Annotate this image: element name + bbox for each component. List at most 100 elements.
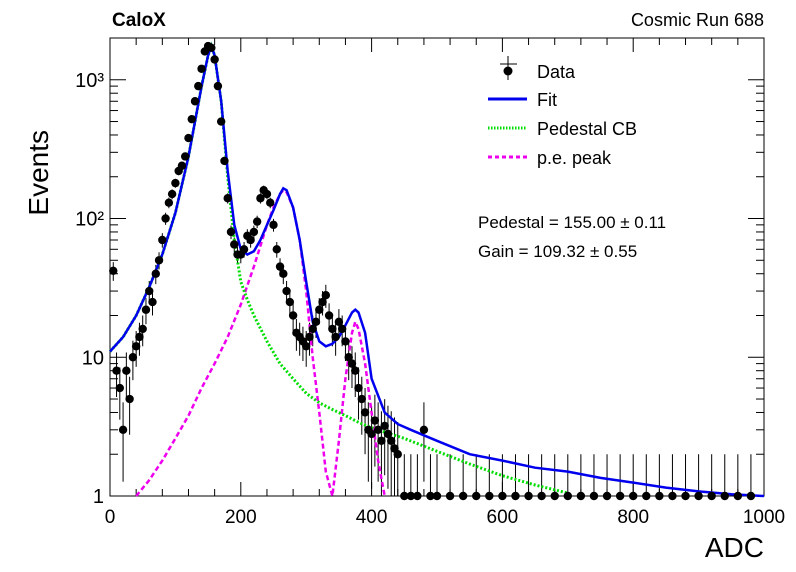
data-point — [266, 198, 275, 207]
data-point — [419, 425, 429, 435]
data-point — [413, 491, 422, 501]
data-point — [164, 198, 174, 207]
legend-label-fit: Fit — [537, 90, 557, 110]
y-tick-label: 10² — [75, 209, 104, 231]
data-point — [272, 245, 281, 254]
data-point — [256, 194, 265, 203]
x-tick-label: 400 — [356, 507, 388, 528]
data-point — [226, 227, 236, 237]
data-point — [324, 311, 334, 320]
data-point — [262, 189, 272, 199]
data-point — [377, 436, 386, 445]
plot-area: 0 200 400 600 800 1000 1 10 10² 10³ — [75, 37, 785, 528]
data-point — [216, 117, 226, 126]
data-point — [125, 394, 134, 404]
data-point — [109, 266, 118, 275]
data-point — [131, 342, 141, 351]
data-point — [197, 64, 206, 73]
x-tick-label: 1000 — [743, 507, 785, 528]
data-point — [576, 491, 586, 501]
data-point — [138, 324, 147, 334]
data-point — [334, 317, 344, 327]
data-point — [184, 133, 193, 143]
data-point — [373, 425, 383, 435]
data-point — [629, 491, 638, 501]
gain-result: Gain = 109.32 ± 0.55 — [478, 242, 637, 261]
data-point — [135, 332, 144, 342]
data-point — [177, 161, 187, 170]
x-tick-label: 800 — [617, 507, 649, 528]
experiment-label: CaloX — [112, 10, 166, 31]
data-point — [615, 491, 625, 501]
data-point — [318, 297, 327, 307]
data-point — [285, 297, 295, 307]
legend-item-fit: Fit — [488, 90, 557, 110]
data-point — [563, 491, 572, 501]
data-point — [115, 383, 125, 393]
data-point — [118, 425, 128, 435]
data-point — [311, 317, 321, 327]
data-point — [445, 491, 455, 501]
x-tick-label: 0 — [105, 507, 116, 528]
y-axis-label: Events — [23, 130, 54, 216]
data-point — [220, 156, 229, 166]
pedestal-result: Pedestal = 155.00 ± 0.11 — [478, 213, 666, 232]
data-point — [707, 491, 716, 501]
data-point — [145, 286, 154, 296]
y-tick-label: 10³ — [75, 70, 104, 92]
data-point — [167, 189, 177, 199]
data-point — [472, 491, 481, 501]
data-point — [668, 491, 677, 501]
data-point — [213, 81, 223, 91]
data-point — [347, 359, 357, 368]
data-point — [239, 245, 249, 254]
data-point — [393, 450, 402, 459]
data-point — [141, 305, 151, 314]
data-point — [485, 491, 494, 501]
data-point — [694, 491, 703, 501]
data-point — [602, 491, 612, 501]
data-point — [171, 178, 180, 188]
legend: Data Fit Pedestal CB p.e. peak — [488, 56, 637, 168]
data-point — [498, 491, 507, 501]
data-point — [321, 291, 331, 300]
x-axis-label: ADC — [705, 532, 764, 563]
data-point — [432, 491, 442, 501]
data-point — [589, 491, 599, 501]
data-point — [357, 394, 366, 404]
data-point — [288, 311, 298, 320]
data-point — [230, 240, 239, 249]
data-point — [181, 152, 190, 161]
legend-item-pe: p.e. peak — [488, 148, 612, 168]
x-tick-label: 200 — [225, 507, 257, 528]
y-tick-label: 1 — [93, 486, 104, 508]
data-point — [400, 491, 409, 501]
data-point — [380, 421, 389, 431]
data-point — [524, 491, 533, 501]
data-point — [370, 416, 380, 425]
data-point — [360, 408, 370, 417]
data-point — [151, 269, 160, 278]
run-label: Cosmic Run 688 — [631, 10, 764, 30]
data-point — [720, 491, 729, 501]
data-point — [511, 491, 520, 501]
data-point — [308, 324, 317, 334]
data-point — [194, 81, 203, 91]
data-point — [207, 43, 216, 52]
data-point — [746, 491, 756, 501]
data-point — [187, 114, 196, 124]
data-point — [246, 235, 255, 245]
data-point — [406, 491, 416, 501]
data-point — [269, 220, 278, 230]
legend-item-data: Data — [500, 56, 576, 82]
data-point — [302, 342, 311, 351]
data-point — [154, 256, 164, 265]
data-point — [275, 262, 285, 271]
data-point — [681, 491, 690, 501]
data-point — [252, 217, 262, 226]
data-point — [367, 429, 376, 439]
legend-marker-data — [503, 66, 513, 76]
data-point — [331, 332, 340, 342]
data-point — [279, 269, 288, 278]
